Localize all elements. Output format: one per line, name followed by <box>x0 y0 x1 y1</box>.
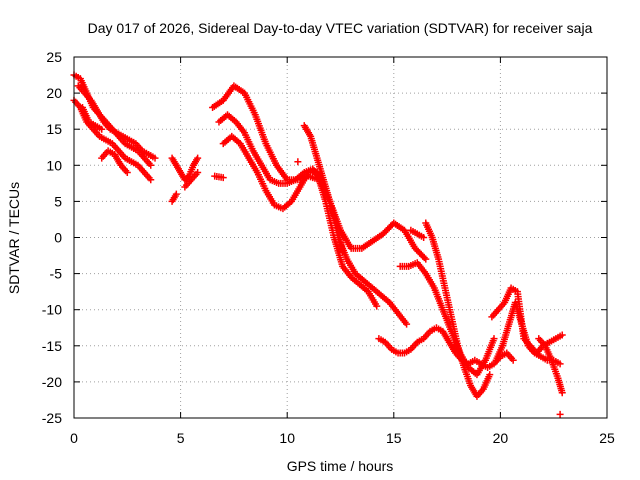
y-tick-label: 0 <box>54 230 62 246</box>
y-tick-label: 10 <box>46 157 62 173</box>
x-tick-label: 25 <box>599 430 615 446</box>
x-axis-label: GPS time / hours <box>287 458 394 474</box>
data-point <box>98 125 106 133</box>
y-tick-label: 15 <box>46 121 62 137</box>
series-track-17 <box>422 219 494 400</box>
series-track-12 <box>219 132 381 310</box>
y-axis-label: SDTVAR / TECUs <box>6 182 22 294</box>
data-point <box>294 158 302 166</box>
series-track-9 <box>211 172 227 182</box>
chart-title: Day 017 of 2026, Sidereal Day-to-day VTE… <box>88 20 593 36</box>
data-point <box>123 169 131 177</box>
y-tick-labels: -25 -20 -15 -10 -5 0 5 10 15 20 25 <box>42 49 62 426</box>
x-tick-label: 0 <box>70 430 78 446</box>
data-point <box>490 335 498 343</box>
data-points <box>70 71 566 418</box>
grid <box>74 57 607 418</box>
series-track-5 <box>98 147 131 177</box>
axis-ticks <box>73 56 608 419</box>
y-tick-label: -15 <box>42 338 62 354</box>
y-tick-label: 25 <box>46 49 62 65</box>
data-point <box>420 254 428 262</box>
data-point <box>194 169 202 177</box>
x-tick-labels: 0 5 10 15 20 25 <box>70 430 615 446</box>
data-point <box>556 360 564 368</box>
y-tick-label: 5 <box>54 193 62 209</box>
series-track-14 <box>294 158 302 166</box>
x-tick-label: 5 <box>177 430 185 446</box>
y-tick-label: 20 <box>46 85 62 101</box>
x-tick-label: 15 <box>386 430 402 446</box>
data-point <box>556 410 564 418</box>
y-tick-label: -20 <box>42 374 62 390</box>
data-point <box>558 389 566 397</box>
data-point <box>373 302 381 310</box>
data-point <box>339 248 347 256</box>
series-track-3 <box>74 82 159 162</box>
data-point <box>403 320 411 328</box>
data-point <box>147 161 155 169</box>
data-point <box>219 174 227 182</box>
series-track-13 <box>300 122 347 256</box>
series-track-7 <box>168 190 180 205</box>
data-point <box>486 371 494 379</box>
data-point <box>509 356 517 364</box>
data-point <box>151 154 159 162</box>
data-point <box>422 255 430 263</box>
x-tick-label: 10 <box>279 430 295 446</box>
series-track-21 <box>535 335 566 397</box>
y-tick-label: -10 <box>42 302 62 318</box>
series-track-4 <box>79 104 106 133</box>
y-tick-label: -25 <box>42 410 62 426</box>
series-track-8 <box>181 169 202 191</box>
y-tick-label: -5 <box>50 266 63 282</box>
series-track-22 <box>556 410 564 418</box>
data-point <box>420 234 428 241</box>
data-point <box>147 176 155 184</box>
series-track-20 <box>492 298 564 368</box>
data-point <box>558 331 566 339</box>
data-point <box>194 154 202 162</box>
series-track-18 <box>407 226 428 241</box>
x-tick-label: 20 <box>493 430 509 446</box>
data-point <box>172 190 180 198</box>
